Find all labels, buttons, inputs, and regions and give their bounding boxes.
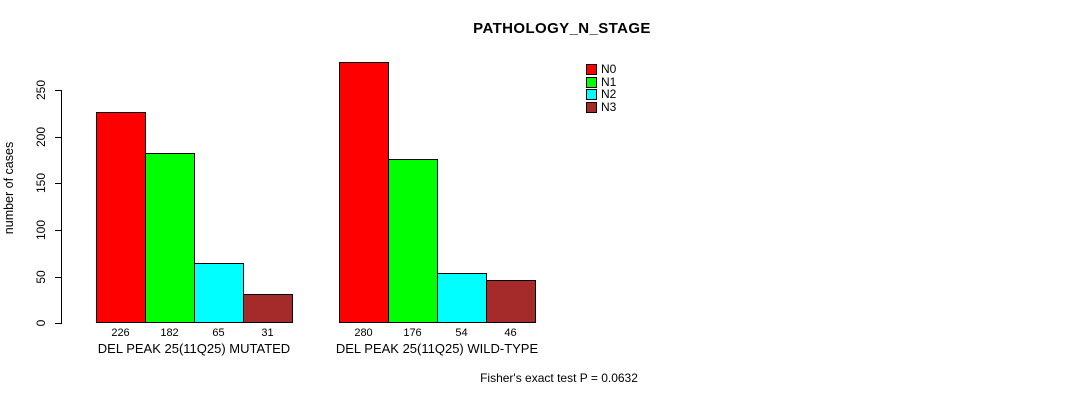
legend-label: N1 [601, 74, 617, 89]
bar-value-label: 54 [455, 326, 468, 339]
legend-item-n1: N1 [586, 74, 617, 89]
legend-item-n0: N0 [586, 62, 617, 76]
y-axis-tick [55, 136, 61, 138]
bar-n2-group2 [437, 272, 487, 324]
y-axis-tick-label: 150 [34, 173, 48, 194]
y-axis-tick-label: 250 [34, 79, 48, 101]
bar-n0-group2 [339, 61, 389, 324]
bar-value-label: 280 [354, 326, 373, 339]
legend-item-n2: N2 [586, 87, 617, 101]
y-axis-line [61, 90, 62, 325]
y-axis-tick [55, 183, 61, 185]
bar-n1-group1 [145, 153, 195, 324]
bar-value-label: 226 [111, 326, 130, 339]
legend-label: N0 [601, 62, 617, 76]
y-axis-tick [55, 276, 61, 278]
legend-swatch-n1 [586, 76, 597, 88]
stat-annotation: Fisher's exact test P = 0.0632 [480, 371, 638, 385]
legend-label: N3 [601, 99, 617, 114]
y-axis-tick-label: 200 [34, 126, 48, 147]
bar-n3-group1 [243, 294, 293, 324]
legend-swatch-n3 [586, 101, 597, 113]
bar-value-label: 65 [212, 326, 225, 339]
legend-label: N2 [601, 87, 617, 101]
legend-item-n3: N3 [586, 99, 617, 114]
bar-n2-group1 [194, 262, 244, 324]
x-axis-group-label: DEL PEAK 25(11Q25) MUTATED [97, 340, 291, 356]
y-axis-tick-label: 50 [34, 270, 48, 284]
legend: N0 N1 N2 N3 [586, 62, 617, 114]
chart-title: PATHOLOGY_N_STAGE [473, 20, 651, 37]
bar-value-label: 176 [403, 326, 422, 339]
bar-n1-group2 [388, 159, 438, 324]
y-axis-tick [55, 323, 61, 325]
y-axis-tick [55, 230, 61, 232]
y-axis-tick-label: 0 [34, 320, 48, 327]
bar-n3-group2 [486, 280, 536, 324]
bar-value-label: 182 [160, 326, 179, 339]
x-axis-group-label: DEL PEAK 25(11Q25) WILD-TYPE [335, 340, 539, 356]
y-axis-tick-label: 100 [34, 220, 48, 241]
bar-n0-group1 [96, 112, 146, 324]
bar-value-label: 46 [504, 326, 517, 339]
legend-swatch-n2 [586, 89, 597, 100]
bar-value-label: 31 [261, 326, 274, 339]
legend-swatch-n0 [586, 64, 597, 75]
y-axis-tick [55, 90, 61, 91]
